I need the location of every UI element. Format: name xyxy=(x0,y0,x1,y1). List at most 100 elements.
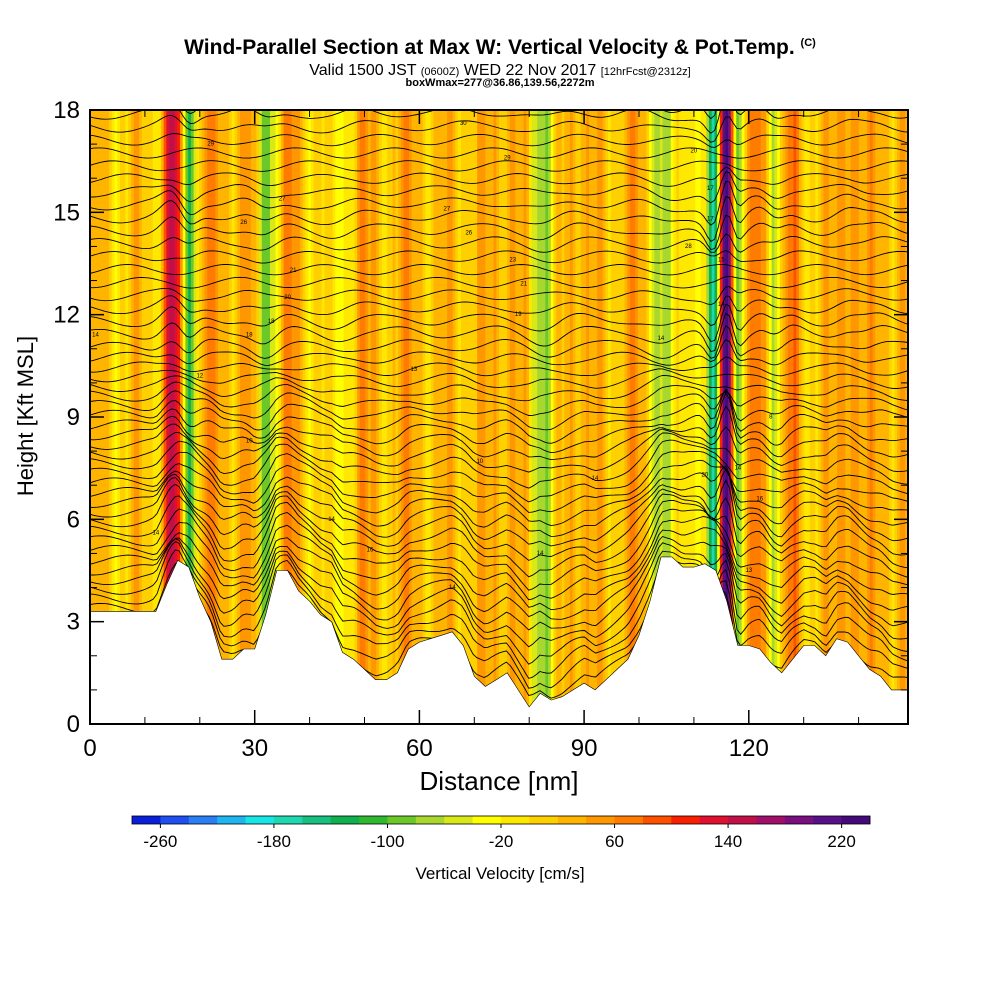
colorbar-swatch xyxy=(302,816,332,824)
velocity-column xyxy=(698,110,702,724)
velocity-column xyxy=(545,110,549,724)
isentrope-line xyxy=(90,392,908,454)
contour-label: 13 xyxy=(745,568,752,574)
contour-label: 10 xyxy=(246,438,253,444)
y-tick-label: 12 xyxy=(53,302,80,329)
velocity-column xyxy=(531,110,536,724)
isentrope-line xyxy=(90,451,908,513)
velocity-column xyxy=(779,110,784,724)
isentrope-line xyxy=(90,483,908,578)
velocity-column xyxy=(591,110,596,724)
velocity-column xyxy=(474,110,478,724)
velocity-column xyxy=(777,110,781,724)
velocity-column xyxy=(670,110,675,724)
velocity-column xyxy=(264,110,268,724)
velocity-column xyxy=(201,110,206,724)
contour-label: 27 xyxy=(444,207,451,213)
velocity-column xyxy=(370,110,375,724)
contour-label: 8 xyxy=(769,415,773,421)
velocity-column xyxy=(280,110,285,724)
velocity-column xyxy=(381,110,386,724)
velocity-column xyxy=(411,110,416,724)
colorbar-tick-label: 220 xyxy=(827,832,855,851)
velocity-column xyxy=(368,110,372,724)
colorbar-swatch xyxy=(728,816,757,824)
y-axis-label: Height [Kft MSL] xyxy=(13,335,38,497)
velocity-column xyxy=(379,110,383,724)
contour-label: 21 xyxy=(290,268,297,274)
velocity-column xyxy=(651,110,656,724)
isentrope-line xyxy=(90,147,908,159)
velocity-column xyxy=(646,110,650,724)
velocity-column xyxy=(662,110,666,724)
contour-label: 14 xyxy=(153,531,160,537)
velocity-column xyxy=(160,110,165,724)
velocity-column xyxy=(209,110,214,724)
velocity-column xyxy=(837,110,841,724)
colorbar-swatch xyxy=(472,816,502,824)
isentrope-line xyxy=(90,264,908,276)
contour-label: 26 xyxy=(465,230,472,236)
velocity-column xyxy=(158,110,162,724)
velocity-column xyxy=(668,110,672,724)
colorbar-swatch xyxy=(841,816,871,824)
velocity-column xyxy=(119,110,124,724)
isentrope-line xyxy=(90,171,908,204)
isentrope-line xyxy=(90,214,908,251)
velocity-column xyxy=(725,110,729,724)
velocity-column xyxy=(182,110,187,724)
velocity-column xyxy=(501,110,506,724)
velocity-column xyxy=(313,110,317,724)
velocity-column xyxy=(738,110,743,724)
velocity-column xyxy=(433,110,437,724)
velocity-column xyxy=(872,110,876,724)
velocity-column xyxy=(117,110,121,724)
velocity-column xyxy=(444,110,448,724)
isentrope-line xyxy=(90,538,908,648)
velocity-column xyxy=(346,110,350,724)
velocity-column xyxy=(460,110,465,724)
velocity-column xyxy=(586,110,590,724)
velocity-column xyxy=(321,110,326,724)
velocity-column xyxy=(218,110,222,724)
colorbar-swatch xyxy=(784,816,814,824)
colorbar-swatch xyxy=(359,816,388,824)
terrain-mask xyxy=(89,556,909,725)
isentrope-line xyxy=(90,180,908,226)
velocity-column xyxy=(635,110,639,724)
velocity-column xyxy=(550,110,555,724)
velocity-column xyxy=(479,110,484,724)
velocity-column xyxy=(711,110,716,724)
velocity-column xyxy=(575,110,579,724)
velocity-column xyxy=(858,110,863,724)
contour-label: 26 xyxy=(240,220,247,226)
velocity-column xyxy=(583,110,587,724)
velocity-column xyxy=(638,110,642,724)
velocity-column xyxy=(681,110,686,724)
velocity-column xyxy=(564,110,568,724)
velocity-column xyxy=(447,110,451,724)
velocity-column xyxy=(869,110,874,724)
velocity-column xyxy=(891,110,895,724)
velocity-column xyxy=(343,110,347,724)
velocity-column xyxy=(488,110,492,724)
velocity-column xyxy=(826,110,830,724)
velocity-column xyxy=(883,110,887,724)
velocity-column xyxy=(861,110,865,724)
velocity-column xyxy=(556,110,560,724)
velocity-column xyxy=(259,110,263,724)
velocity-column xyxy=(199,110,203,724)
velocity-column xyxy=(250,110,255,724)
velocity-column xyxy=(400,110,405,724)
x-tick-label: 60 xyxy=(406,735,433,762)
contour-label: 10 xyxy=(476,459,483,465)
velocity-column xyxy=(316,110,320,724)
velocity-column xyxy=(880,110,885,724)
velocity-column xyxy=(796,110,800,724)
velocity-column xyxy=(673,110,677,724)
colorbar-swatch xyxy=(132,816,161,824)
velocity-column xyxy=(261,110,266,724)
isentrope-line xyxy=(90,540,908,665)
velocity-column xyxy=(299,110,304,724)
velocity-column xyxy=(430,110,435,724)
